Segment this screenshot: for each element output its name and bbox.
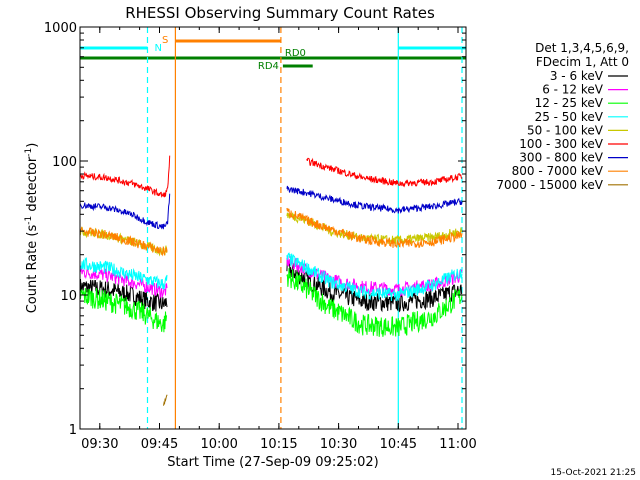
x-tick-label: 10:15: [260, 437, 297, 452]
legend-label: 25 - 50 keV: [535, 110, 604, 124]
y-label-part-3: ): [25, 143, 40, 148]
y-label-sup-1: -1: [24, 216, 34, 225]
flag-label-n: N: [155, 43, 162, 54]
x-tick-label: 10:00: [200, 437, 237, 452]
series-line-3-post: [286, 252, 463, 302]
y-label-sup-2: -1: [24, 148, 34, 157]
legend-label: 7000 - 15000 keV: [496, 178, 603, 192]
footer-date: 15-Oct-2021 21:25: [551, 468, 636, 478]
series-line-8-pre: [163, 394, 168, 406]
x-tick-label: 10:45: [380, 437, 417, 452]
flag-label-s: S: [162, 35, 168, 46]
flag-label-rd0: RD0: [285, 48, 306, 59]
series-line-1-pre: [79, 265, 168, 300]
series-line-6-post: [286, 185, 463, 215]
legend-label: 800 - 7000 keV: [512, 164, 604, 178]
x-tick-label: 10:30: [320, 437, 357, 452]
series-line-2-post: [286, 268, 463, 337]
series-line-7-post: [286, 207, 463, 249]
plot-content: NS RD0 RD4: [79, 27, 466, 429]
series-line-5-pre: [79, 155, 171, 198]
legend-label: 3 - 6 keV: [550, 69, 604, 83]
y-axis-label: Count Rate (s-1 detector-1): [24, 143, 40, 314]
series-line-6-pre: [79, 193, 171, 230]
legend-header-line-2: FDecim 1, Att 0: [536, 55, 629, 69]
legend-label: 300 - 800 keV: [519, 151, 603, 165]
legend: Det 1,3,4,5,6,9, FDecim 1, Att 0 3 - 6 k…: [496, 41, 629, 192]
legend-label: 6 - 12 keV: [542, 83, 604, 97]
series-line-7-pre: [79, 226, 168, 257]
x-tick-label: 09:30: [81, 437, 118, 452]
y-tick-label: 1: [69, 423, 77, 438]
x-tick-label: 09:45: [141, 437, 178, 452]
series-line-3-pre: [79, 256, 168, 290]
legend-header-line-1: Det 1,3,4,5,6,9,: [535, 41, 629, 55]
x-tick-label: 11:00: [439, 437, 476, 452]
axes-layer: 09:30 09:45 10:00 10:15 10:30 10:45 11:00 1 10 10…: [44, 21, 477, 452]
y-tick-label: 100: [52, 155, 77, 170]
series-line-2-pre: [79, 287, 168, 333]
plot-frame: [79, 26, 467, 430]
y-label-part-2: detector: [25, 156, 40, 216]
flag-label-rd4: RD4: [258, 61, 279, 72]
legend-label: 50 - 100 keV: [527, 123, 604, 137]
y-label-part-1: Count Rate (s: [25, 225, 40, 314]
legend-label: 12 - 25 keV: [535, 96, 604, 110]
legend-label: 100 - 300 keV: [519, 137, 603, 151]
chart-title: RHESSI Observing Summary Count Rates: [125, 4, 435, 22]
series-line-5-post: [306, 157, 463, 188]
x-axis-label: Start Time (27-Sep-09 09:25:02): [167, 455, 378, 470]
y-tick-label: 1000: [44, 21, 77, 36]
y-tick-label: 10: [60, 289, 77, 304]
